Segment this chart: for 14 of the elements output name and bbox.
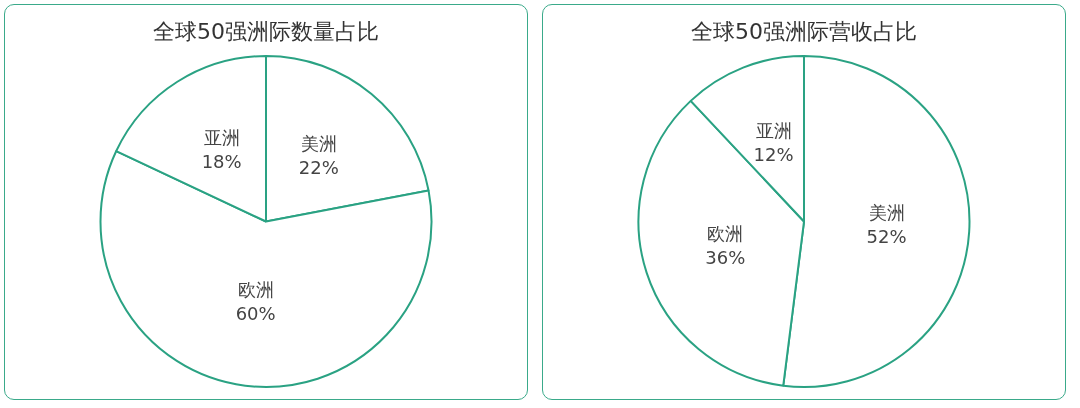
slice-label: 亚洲 xyxy=(203,127,240,149)
data-label: 60% xyxy=(235,303,276,325)
data-label: 12% xyxy=(753,144,794,166)
slice-label: 美洲 xyxy=(300,133,337,155)
slice-label: 亚洲 xyxy=(755,120,792,142)
data-label: 18% xyxy=(201,151,242,173)
slice-label: 美洲 xyxy=(868,202,905,224)
chart-title: 全球50强洲际营收占比 xyxy=(691,18,917,46)
data-label: 22% xyxy=(298,157,339,179)
chart-title: 全球50强洲际数量占比 xyxy=(153,18,379,46)
slice-label: 欧洲 xyxy=(707,222,744,244)
data-label: 52% xyxy=(866,226,907,248)
data-label: 36% xyxy=(705,246,746,268)
slice-label: 欧洲 xyxy=(237,279,274,301)
